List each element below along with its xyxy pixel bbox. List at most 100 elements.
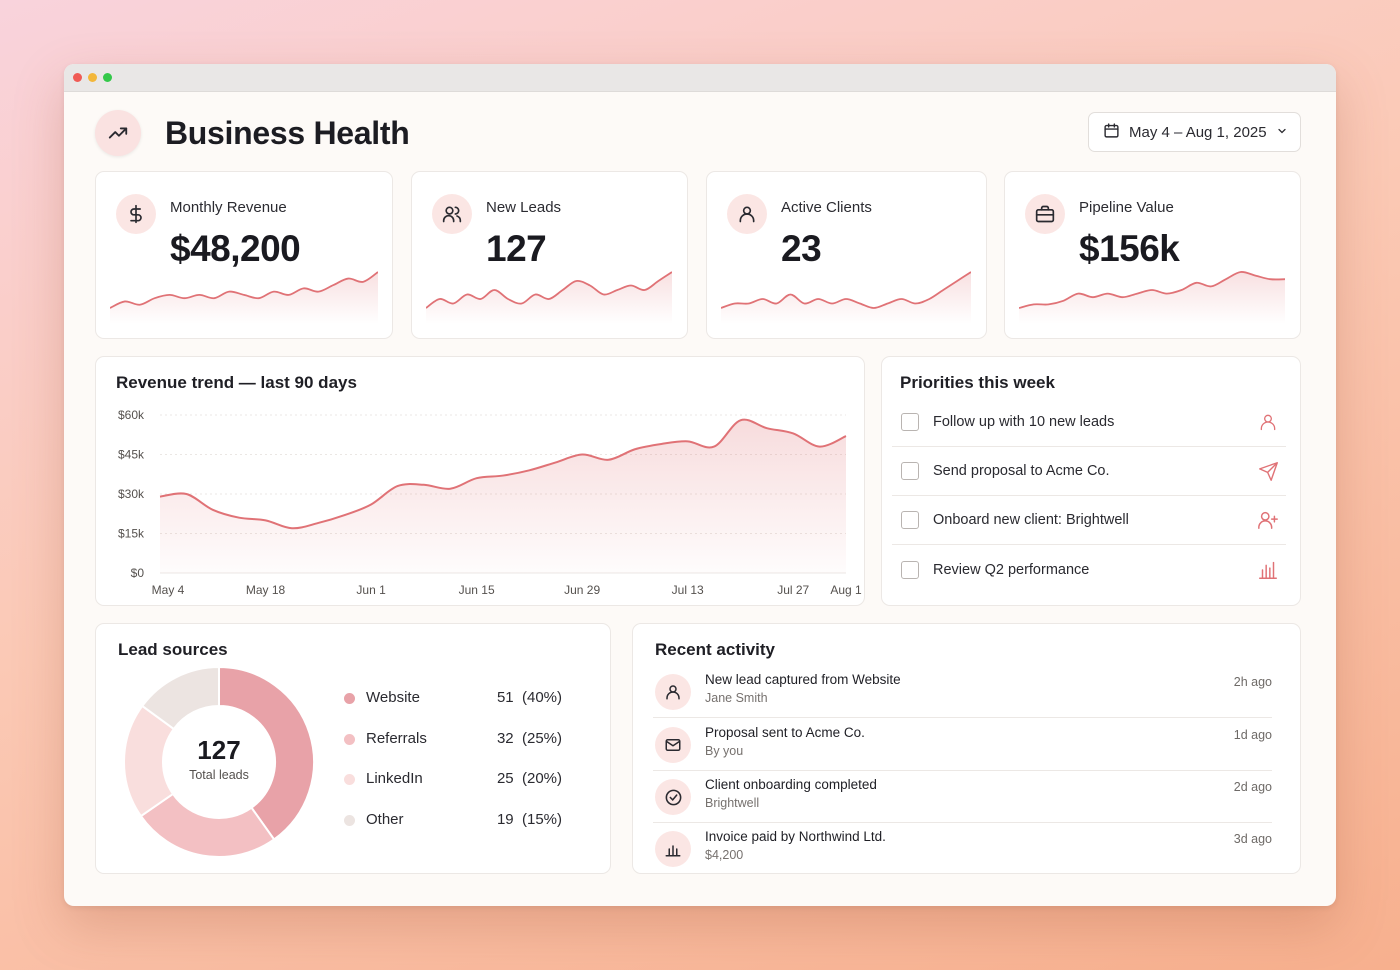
activity-subtitle: Brightwell	[705, 796, 760, 810]
activity-item[interactable]: Invoice paid by Northwind Ltd. $4,200 3d…	[653, 823, 1272, 875]
user-icon	[727, 194, 767, 234]
kpi-label: Monthly Revenue	[170, 199, 287, 216]
trending-up-icon	[95, 110, 141, 156]
activity-time: 1d ago	[1233, 728, 1272, 742]
revenue-point	[394, 483, 400, 489]
app-window: Business Health May 4 – Aug 1, 2025 Mont…	[64, 64, 1336, 906]
y-tick-label: $15k	[118, 527, 145, 541]
priority-item[interactable]: Send proposal to Acme Co.	[892, 447, 1286, 496]
calendar-icon	[1103, 122, 1120, 143]
recent-activity-card: Recent activity New lead captured from W…	[632, 623, 1301, 874]
lead-sources-card: Lead sources 127 Total leads Website 51 …	[95, 623, 611, 874]
lead-sources-donut-chart[interactable]	[119, 662, 319, 862]
activity-title: Proposal sent to Acme Co.	[705, 725, 865, 740]
revenue-point	[606, 457, 612, 463]
priority-label: Follow up with 10 new leads	[933, 414, 1115, 430]
y-tick-label: $45k	[118, 448, 145, 462]
legend-value: 19 (15%)	[496, 811, 562, 828]
revenue-point	[764, 425, 770, 431]
maximize-window-button[interactable]	[103, 73, 112, 82]
donut-slice-website	[218, 665, 315, 841]
revenue-point	[526, 467, 532, 473]
sparkline-line	[426, 271, 672, 309]
priority-item[interactable]: Review Q2 performance	[892, 545, 1286, 594]
sparkline-line	[1019, 271, 1285, 309]
sparkline-area	[1019, 271, 1285, 324]
activity-title: New lead captured from Website	[705, 672, 901, 687]
kpi-value: $156k	[1079, 228, 1180, 269]
sparkline-area	[110, 272, 378, 324]
revenue-trend-card: Revenue trend — last 90 days $0 $15k $30k $…	[95, 356, 865, 606]
x-tick-label: May 4	[152, 583, 185, 597]
revenue-point	[658, 441, 664, 447]
dollar-icon	[116, 194, 156, 234]
donut-total-label: Total leads	[189, 768, 249, 782]
priority-checkbox[interactable]	[901, 560, 919, 579]
send-icon	[1256, 459, 1280, 483]
date-range-picker[interactable]: May 4 – Aug 1, 2025	[1088, 112, 1301, 152]
revenue-point	[289, 525, 295, 531]
legend-dot	[344, 774, 355, 785]
priorities-card: Priorities this week Follow up with 10 n…	[881, 356, 1301, 606]
revenue-point	[315, 520, 321, 526]
priority-item[interactable]: Follow up with 10 new leads	[892, 398, 1286, 447]
donut-slice-other	[140, 665, 220, 731]
x-tick-label: Jun 29	[564, 583, 600, 597]
priority-label: Review Q2 performance	[933, 561, 1090, 578]
revenue-point	[236, 515, 242, 521]
minimize-window-button[interactable]	[88, 73, 97, 82]
y-tick-label: $60k	[118, 408, 145, 422]
recent-activity-title: Recent activity	[655, 640, 775, 659]
priority-item[interactable]: Onboard new client: Brightwell	[892, 496, 1286, 545]
legend-dot	[344, 734, 355, 745]
legend-dot	[344, 815, 355, 826]
activity-item[interactable]: Proposal sent to Acme Co. By you 1d ago	[653, 719, 1272, 771]
date-range-label: May 4 – Aug 1, 2025	[1129, 123, 1267, 141]
activity-subtitle: Jane Smith	[705, 691, 768, 705]
activity-item[interactable]: Client onboarding completed Brightwell 2…	[653, 771, 1272, 823]
priority-checkbox[interactable]	[901, 511, 919, 529]
sparkline-chart	[721, 271, 971, 324]
page-header: Business Health May 4 – Aug 1, 2025	[95, 110, 1301, 156]
kpi-card-active-clients[interactable]: Active Clients 23	[706, 171, 987, 339]
kpi-label: New Leads	[486, 199, 562, 216]
title-bar	[64, 64, 1336, 92]
legend-dot	[344, 693, 355, 704]
revenue-point	[632, 446, 638, 452]
kpi-card-new-leads[interactable]: New Leads 127	[411, 171, 688, 339]
revenue-point	[817, 444, 823, 450]
sparkline-area	[721, 272, 971, 324]
revenue-point	[737, 417, 743, 423]
briefcase-icon	[1025, 194, 1065, 234]
kpi-card-monthly-revenue[interactable]: Monthly Revenue $48,200	[95, 171, 393, 339]
activity-item[interactable]: New lead captured from Website Jane Smit…	[653, 666, 1272, 718]
legend-item-linkedin: LinkedIn 25 (20%)	[344, 769, 562, 791]
user-icon	[655, 674, 691, 710]
revenue-point	[342, 512, 348, 518]
legend-value: 32 (25%)	[496, 730, 562, 747]
kpi-label: Pipeline Value	[1079, 199, 1174, 216]
x-tick-label: Jun 1	[356, 583, 386, 597]
priority-label: Send proposal to Acme Co.	[933, 463, 1110, 479]
sparkline-chart	[110, 271, 378, 324]
revenue-point	[711, 444, 717, 450]
priority-checkbox[interactable]	[901, 413, 919, 431]
revenue-point	[843, 433, 849, 439]
kpi-card-pipeline-value[interactable]: Pipeline Value $156k	[1004, 171, 1301, 339]
legend-name: Website	[366, 689, 420, 706]
activity-time: 2d ago	[1233, 780, 1272, 794]
sparkline-chart	[426, 271, 672, 324]
kpi-value: 23	[781, 228, 822, 269]
activity-title: Invoice paid by Northwind Ltd.	[705, 829, 886, 844]
priority-checkbox[interactable]	[901, 462, 919, 480]
activity-title: Client onboarding completed	[705, 777, 877, 792]
priority-label: Onboard new client: Brightwell	[933, 512, 1129, 528]
x-tick-label: Jun 15	[459, 583, 495, 597]
legend-item-website: Website 51 (40%)	[344, 688, 562, 710]
revenue-trend-title: Revenue trend — last 90 days	[116, 373, 357, 392]
revenue-trend-chart[interactable]: $0 $15k $30k $45k $60k May 4 May 18 Jun 1 Jun 15…	[96, 357, 866, 607]
activity-time: 2h ago	[1233, 675, 1272, 689]
legend-item-other: Other 19 (15%)	[344, 810, 562, 832]
kpi-value: 127	[486, 228, 547, 269]
close-window-button[interactable]	[73, 73, 82, 82]
